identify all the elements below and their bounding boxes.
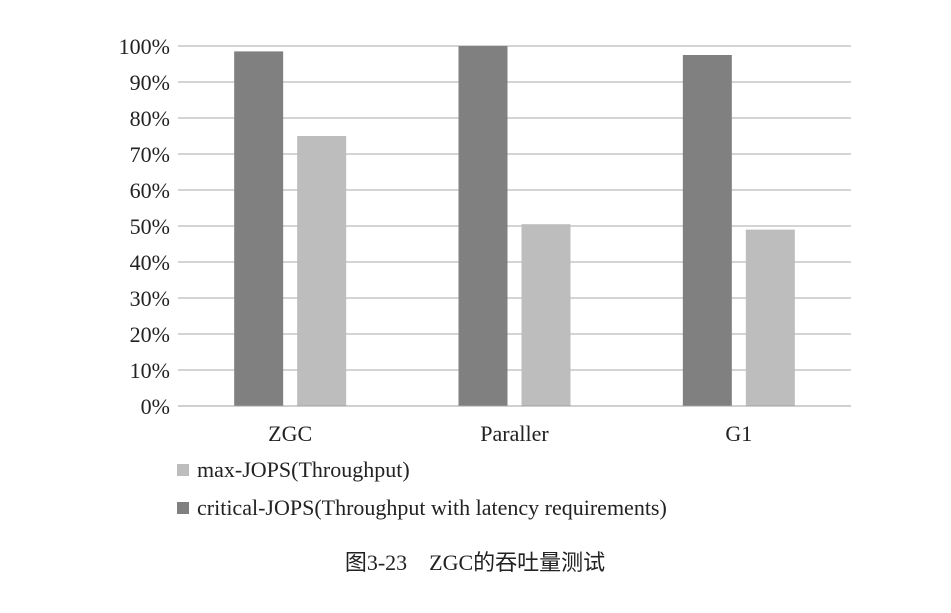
x-category-label: ZGC: [268, 421, 312, 446]
figure-caption: 图3-23 ZGC的吞吐量测试: [345, 550, 605, 575]
bar-paraller-series-1: [521, 224, 571, 406]
y-tick-label: 60%: [130, 178, 170, 203]
x-axis-category-labels: ZGC Paraller G1: [268, 421, 752, 446]
bar-zgc-series-1: [297, 136, 347, 406]
x-category-label: Paraller: [480, 421, 549, 446]
bars: [234, 46, 795, 407]
x-category-label: G1: [725, 421, 752, 446]
y-tick-label: 100%: [119, 34, 170, 59]
y-tick-label: 30%: [130, 286, 170, 311]
bar-zgc-series-0: [234, 51, 284, 407]
y-tick-label: 40%: [130, 250, 170, 275]
y-tick-label: 20%: [130, 322, 170, 347]
y-tick-label: 0%: [141, 394, 170, 419]
legend-swatch: [177, 502, 189, 514]
y-tick-label: 70%: [130, 142, 170, 167]
bar-paraller-series-0: [458, 46, 508, 406]
y-tick-label: 90%: [130, 70, 170, 95]
y-tick-label: 50%: [130, 214, 170, 239]
legend: max-JOPS(Throughput) critical-JOPS(Throug…: [177, 457, 667, 520]
gridlines: [178, 45, 851, 371]
bar-g1-series-0: [682, 55, 732, 406]
bar-g1-series-1: [745, 229, 795, 406]
y-tick-label: 10%: [130, 358, 170, 383]
legend-label: max-JOPS(Throughput): [197, 457, 410, 482]
y-axis-tick-labels: 0% 10% 20% 30% 40% 50% 60% 70% 80% 90% 100%: [119, 34, 170, 419]
y-tick-label: 80%: [130, 106, 170, 131]
legend-swatch: [177, 464, 189, 476]
legend-label: critical-JOPS(Throughput with latency re…: [197, 495, 667, 520]
